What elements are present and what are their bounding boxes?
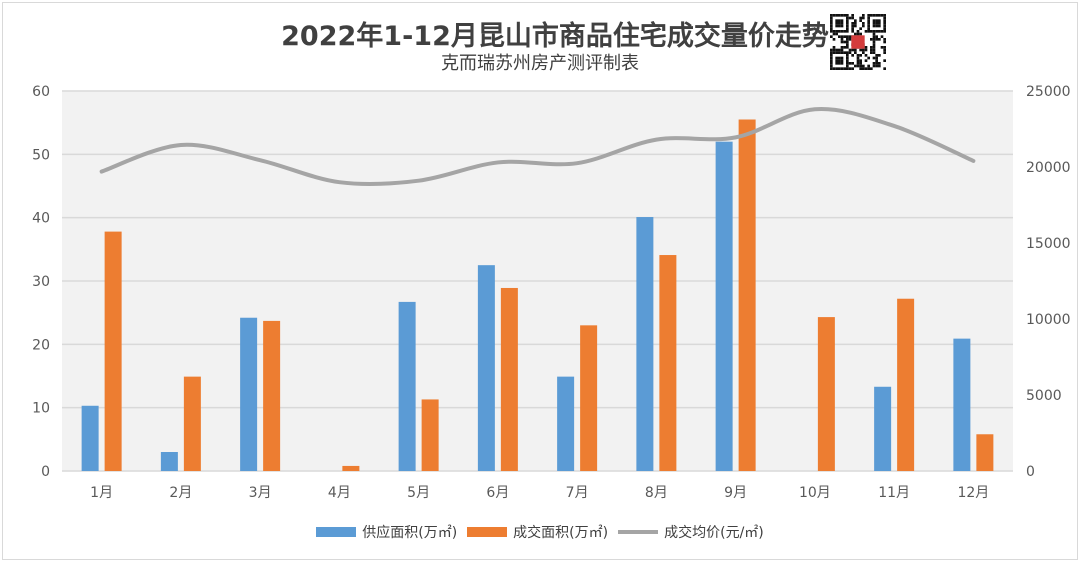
bar-supply	[477, 265, 495, 471]
left-axis-tick-label: 20	[32, 337, 50, 353]
x-axis-tick-label: 7月	[566, 485, 589, 501]
legend-item-price: 成交均价(元/㎡)	[618, 522, 764, 542]
bar-supply	[81, 405, 99, 471]
x-axis-tick-label: 3月	[249, 485, 272, 501]
x-axis-tick-label: 12月	[957, 485, 989, 501]
bar-supply	[160, 452, 178, 471]
bar-deal	[104, 231, 122, 471]
legend-swatch-price	[618, 530, 659, 534]
right-axis-tick-label: 10000	[1026, 312, 1071, 328]
bar-deal	[500, 287, 518, 471]
bar-supply	[398, 301, 416, 471]
x-axis-tick-label: 6月	[486, 485, 509, 501]
legend-label-supply: 供应面积(万㎡)	[362, 525, 458, 541]
x-axis-tick-label: 10月	[799, 485, 831, 501]
bar-deal	[263, 320, 281, 471]
right-axis-tick-label: 15000	[1026, 236, 1071, 252]
bar-deal	[342, 465, 360, 471]
x-axis-tick-label: 2月	[169, 485, 192, 501]
qr-code-icon	[830, 14, 886, 70]
legend: 供应面积(万㎡) 成交面积(万㎡) 成交均价(元/㎡)	[0, 522, 1080, 542]
legend-swatch-supply	[316, 527, 357, 537]
bar-deal	[421, 399, 439, 471]
bar-supply	[715, 141, 733, 471]
bar-deal	[659, 255, 677, 471]
bar-supply	[557, 376, 575, 471]
bar-supply	[953, 338, 971, 471]
bar-supply	[240, 317, 258, 471]
bar-supply	[874, 386, 892, 471]
bar-deal	[976, 434, 994, 471]
x-axis-tick-label: 8月	[645, 485, 668, 501]
legend-item-supply: 供应面积(万㎡)	[316, 522, 457, 542]
left-axis-tick-label: 10	[32, 401, 50, 417]
left-axis-tick-label: 0	[41, 464, 50, 480]
right-axis-tick-label: 20000	[1026, 160, 1071, 176]
legend-label-deal: 成交面积(万㎡)	[513, 525, 609, 541]
chart-title: 2022年1-12月昆山市商品住宅成交量价走势	[281, 21, 829, 52]
bar-deal	[183, 376, 201, 471]
legend-label-price: 成交均价(元/㎡)	[664, 525, 764, 541]
legend-item-deal: 成交面积(万㎡)	[467, 522, 608, 542]
bar-supply	[636, 217, 654, 471]
right-axis-tick-label: 25000	[1026, 84, 1071, 100]
right-axis-tick-label: 5000	[1026, 388, 1062, 404]
x-axis-tick-label: 4月	[328, 485, 351, 501]
right-axis-tick-label: 0	[1026, 464, 1035, 480]
x-axis-tick-label: 5月	[407, 485, 430, 501]
bar-deal	[738, 119, 756, 471]
x-axis-tick-label: 9月	[724, 485, 747, 501]
bar-deal	[817, 317, 835, 471]
chart-subtitle: 克而瑞苏州房产测评制表	[441, 53, 639, 74]
x-axis-tick-label: 11月	[878, 485, 910, 501]
left-axis-tick-label: 60	[32, 84, 50, 100]
legend-swatch-deal	[467, 527, 508, 537]
bar-deal	[897, 298, 915, 471]
left-axis-tick-label: 50	[32, 147, 50, 163]
left-axis-tick-label: 30	[32, 274, 50, 290]
bar-deal	[580, 325, 598, 471]
x-axis-tick-label: 1月	[90, 485, 113, 501]
line-price	[99, 107, 976, 187]
left-axis-tick-label: 40	[32, 211, 50, 227]
